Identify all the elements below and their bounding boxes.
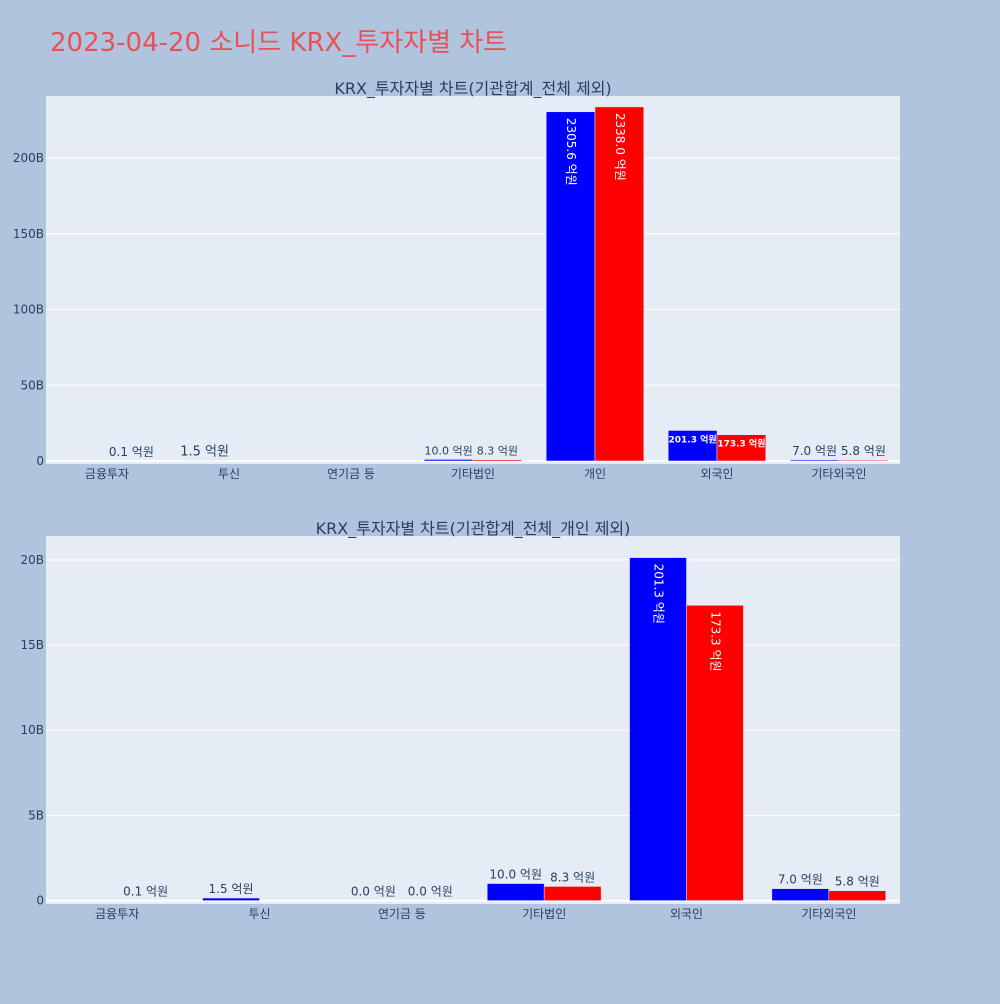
x-tick-label: 투신 <box>248 907 270 921</box>
bar <box>544 886 601 900</box>
bar <box>790 460 839 461</box>
x-tick-label: 연기금 등 <box>378 907 426 921</box>
bar <box>473 460 522 461</box>
plot-area <box>46 536 900 904</box>
y-tick-label: 150B <box>13 227 44 241</box>
x-tick-label: 외국인 <box>700 467 733 481</box>
data-label: 173.3 억원 <box>708 611 722 671</box>
data-label: 8.3 억원 <box>550 870 595 884</box>
x-tick-label: 기타외국인 <box>811 467 866 481</box>
data-label: 173.3 억원 <box>717 438 765 450</box>
x-tick-label: 금융투자 <box>95 907 139 921</box>
x-tick-label: 기타외국인 <box>801 907 856 921</box>
x-tick-label: 기타법인 <box>451 467 495 481</box>
data-label: 201.3 억원 <box>652 564 666 624</box>
data-label: 1.5 억원 <box>209 882 254 896</box>
data-label: 2305.6 억원 <box>564 118 578 186</box>
y-tick-label: 0 <box>36 894 44 908</box>
x-tick-label: 금융투자 <box>85 467 129 481</box>
chart-2: 0 5B 10B 15B 20B KRX_투자자별 차트(기관합계_전체_개인 제외) 금융… <box>20 519 900 921</box>
chart-title: KRX_투자자별 차트(기관합계_전체_개인 제외) <box>316 519 631 539</box>
bar <box>839 460 888 461</box>
data-label: 7.0 억원 <box>778 873 823 887</box>
bar <box>772 889 829 901</box>
x-tick-label: 외국인 <box>670 907 703 921</box>
data-label: 10.0 억원 <box>424 444 472 457</box>
data-label: 5.8 억원 <box>841 444 886 458</box>
data-label: 7.0 억원 <box>792 444 837 458</box>
bar <box>424 459 473 461</box>
y-tick-label: 100B <box>13 303 44 317</box>
x-tick-label: 투신 <box>218 467 240 481</box>
y-tick-label: 200B <box>13 151 44 165</box>
y-tick-label: 15B <box>20 638 44 652</box>
data-label: 0.0 억원 <box>351 885 396 899</box>
bar <box>487 884 544 901</box>
data-label: 10.0 억원 <box>489 868 542 882</box>
y-tick-label: 10B <box>20 723 44 737</box>
x-tick-label: 연기금 등 <box>327 467 375 481</box>
bar <box>829 891 886 901</box>
data-label: 0.1 억원 <box>123 884 168 898</box>
y-tick-label: 0 <box>36 454 44 468</box>
plot-area <box>46 96 900 464</box>
x-tick-label: 기타법인 <box>522 907 566 921</box>
page-title: 2023-04-20 소니드 KRX_투자자별 차트 <box>50 22 507 59</box>
data-label: 201.3 억원 <box>669 433 717 445</box>
data-label: 0.1 억원 <box>109 445 154 459</box>
data-label: 2338.0 억원 <box>613 113 627 181</box>
x-tick-label: 개인 <box>584 467 606 481</box>
y-tick-label: 50B <box>20 378 44 392</box>
data-label: 5.8 억원 <box>835 875 880 889</box>
data-label: 1.5 억원 <box>180 445 229 460</box>
y-tick-label: 20B <box>20 553 44 567</box>
bar <box>203 898 260 901</box>
data-label: 8.3 억원 <box>477 445 518 458</box>
data-label: 0.0 억원 <box>408 885 453 899</box>
chart-1: 0 50B 100B 150B 200B KRX_투자자별 차트(기관합계_전체 제외) 금… <box>13 79 900 481</box>
y-tick-label: 5B <box>28 808 44 822</box>
chart-title: KRX_투자자별 차트(기관합계_전체 제외) <box>334 79 611 99</box>
